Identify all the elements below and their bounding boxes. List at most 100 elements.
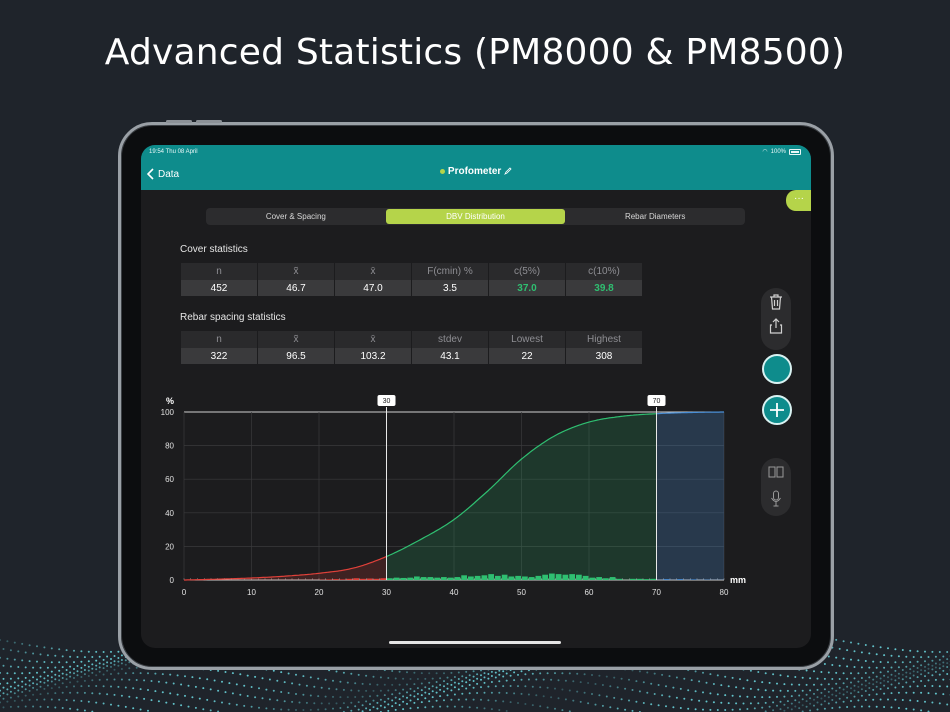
nav-title[interactable]: Profometer <box>141 166 811 177</box>
y-tick-label: 100 <box>161 408 175 417</box>
x-tick-label: 10 <box>247 588 256 597</box>
cover-stats-title: Cover statistics <box>180 244 248 255</box>
ipad-top-button-2 <box>166 120 192 123</box>
table-cell: 37.0 <box>489 280 565 296</box>
table-cell: 322 <box>181 348 257 364</box>
histogram-bar <box>400 577 407 580</box>
histogram-bar <box>528 577 535 580</box>
histogram-bar <box>481 575 488 580</box>
wifi-icon: ◠ <box>762 149 768 155</box>
x-tick-label: 70 <box>652 588 661 597</box>
histogram-bar <box>535 575 542 580</box>
table-cell: 103.2 <box>335 348 411 364</box>
x-tick-label: 60 <box>585 588 594 597</box>
histogram-bar <box>609 577 616 580</box>
histogram-bar <box>501 574 508 580</box>
histogram-bar <box>562 574 569 580</box>
table-header: x̃ <box>258 331 334 348</box>
plus-icon <box>770 403 784 417</box>
histogram-bar <box>636 578 643 580</box>
histogram-bar <box>515 575 521 580</box>
x-tick-label: 50 <box>517 588 526 597</box>
app-screen: 19:54 Thu 08 April ◠ 100% Data Profomete… <box>141 145 811 648</box>
table-header: x̄ <box>335 263 411 280</box>
histogram-bar <box>461 575 467 580</box>
histogram-bar <box>427 577 434 580</box>
histogram-bar <box>663 579 670 580</box>
table-cell: 96.5 <box>258 348 334 364</box>
y-tick-label: 60 <box>165 475 174 484</box>
tab-cover-spacing[interactable]: Cover & Spacing <box>265 212 326 221</box>
back-button[interactable]: Data <box>147 168 179 180</box>
histogram-bar <box>366 578 373 580</box>
tab-dbv-distribution[interactable]: DBV Distribution <box>385 209 566 224</box>
histogram-bar <box>387 578 393 580</box>
spacing-stats-title: Rebar spacing statistics <box>180 312 286 323</box>
histogram-bar <box>630 578 636 580</box>
threshold-marker-badge <box>647 395 666 406</box>
table-header: Lowest <box>489 331 565 348</box>
histogram-bar <box>555 574 562 580</box>
threshold-marker-badge <box>377 395 396 406</box>
histogram-bar <box>353 578 359 580</box>
share-icon[interactable] <box>768 317 784 335</box>
y-tick-label: 0 <box>170 576 175 585</box>
cumulative-high-area <box>656 412 724 580</box>
cumulative-low-line <box>184 555 387 581</box>
table-cell: 47.0 <box>335 280 411 296</box>
nav-bar: Data Profometer <box>141 159 811 190</box>
histogram-bar <box>549 573 555 580</box>
y-tick-label: 80 <box>165 442 174 451</box>
cumulative-high-line <box>656 411 724 415</box>
histogram-bar <box>569 574 575 580</box>
cumulative-mid-area <box>386 413 657 580</box>
histogram-bar <box>616 578 623 580</box>
histogram-bar <box>333 579 339 580</box>
x-tick-label: 0 <box>182 588 187 597</box>
histogram-bar <box>447 577 454 580</box>
table-header: n <box>181 263 257 280</box>
headline: Advanced Statistics (PM8000 & PM8500) <box>104 32 846 73</box>
histogram-bar <box>508 576 515 580</box>
spacing-stats-table: n x̃ x̄ stdev Lowest Highest 322 96.5 10… <box>180 331 643 364</box>
battery-percent: 100% <box>770 148 786 155</box>
table-header: c(10%) <box>566 263 642 280</box>
status-bar: 19:54 Thu 08 April ◠ 100% <box>141 145 811 159</box>
x-tick-label: 80 <box>720 588 729 597</box>
back-label: Data <box>158 168 180 180</box>
histogram-bar <box>690 579 697 580</box>
table-header: c(5%) <box>489 263 565 280</box>
record-button[interactable] <box>762 354 792 384</box>
tab-bar: Cover & Spacing DBV Distribution Rebar D… <box>206 208 745 225</box>
book-icon[interactable] <box>768 465 784 479</box>
histogram-bar <box>360 578 366 580</box>
histogram-bar <box>346 578 353 580</box>
cover-stats-table: n x̃ x̄ F(cmin) % c(5%) c(10%) 452 46.7 … <box>180 263 643 296</box>
ipad-top-button <box>196 120 222 123</box>
histogram-bar <box>420 577 427 580</box>
histogram-bar <box>488 574 494 580</box>
y-tick-label: 40 <box>165 509 174 518</box>
more-button[interactable]: ··· <box>786 190 811 211</box>
histogram-bar <box>393 577 400 580</box>
table-header: Highest <box>566 331 642 348</box>
cumulative-low-area <box>184 556 387 580</box>
trash-icon[interactable] <box>768 293 784 311</box>
histogram-bar <box>373 578 380 580</box>
histogram-bar <box>454 577 461 580</box>
histogram-bar <box>603 578 609 580</box>
table-header: F(cmin) % <box>412 263 488 280</box>
tab-rebar-diameters[interactable]: Rebar Diameters <box>624 212 686 221</box>
histogram-bar <box>407 577 413 580</box>
status-time: 19:54 Thu 08 April <box>149 149 198 155</box>
add-button[interactable] <box>762 395 792 425</box>
table-cell: 3.5 <box>412 280 488 296</box>
table-header: x̄ <box>335 331 411 348</box>
table-cell: 22 <box>489 348 565 364</box>
histogram-bar <box>468 576 474 580</box>
x-tick-label: 40 <box>450 588 459 597</box>
histogram-bar <box>582 575 589 580</box>
table-header: x̃ <box>258 263 334 280</box>
nav-title-text: Profometer <box>447 166 502 177</box>
microphone-icon[interactable] <box>770 490 782 508</box>
